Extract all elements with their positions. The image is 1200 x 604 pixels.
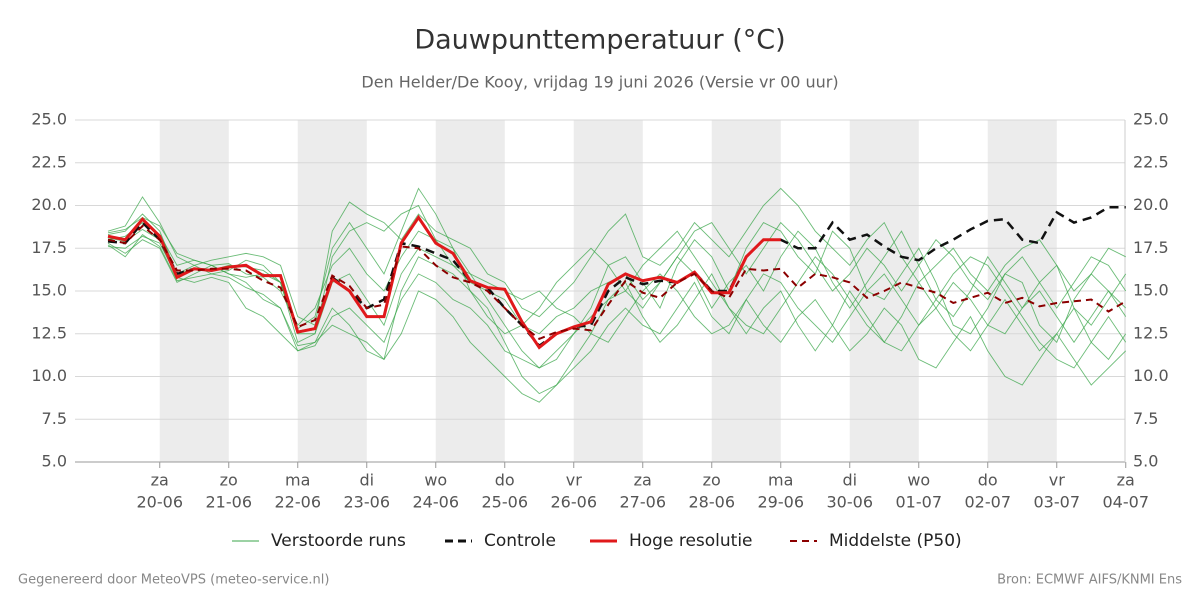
- y2-tick-label: 15.0: [1133, 281, 1169, 300]
- y-tick-label: 25.0: [31, 110, 67, 129]
- x-tick-label: wo: [424, 471, 447, 490]
- x-tick-label: 02-07: [965, 493, 1012, 512]
- footer-source: Bron: ECMWF AIFS/KNMI Ens: [997, 573, 1182, 588]
- ensemble-line: [107, 187, 1126, 326]
- y-tick-label: 17.5: [31, 238, 67, 257]
- y2-tick-label: 17.5: [1133, 238, 1169, 257]
- ensemble-line: [107, 230, 1127, 395]
- x-tick-label: 30-06: [827, 493, 874, 512]
- x-tick-label: zo: [703, 471, 721, 490]
- x-tick-label: zo: [220, 471, 238, 490]
- x-tick-label: 20-06: [137, 493, 184, 512]
- y-tick-label: 12.5: [31, 323, 67, 342]
- x-tick-label: za: [1117, 471, 1135, 490]
- y2-tick-label: 5.0: [1133, 452, 1158, 471]
- x-tick-label: ma: [285, 471, 310, 490]
- y2-tick-label: 12.5: [1133, 323, 1169, 342]
- x-tick-label: ma: [768, 471, 793, 490]
- y-tick-label: 7.5: [42, 409, 67, 428]
- x-tick-label: 23-06: [344, 493, 391, 512]
- series-line: [107, 214, 781, 350]
- y2-tick-label: 20.0: [1133, 195, 1169, 214]
- ensemble-line: [107, 235, 1127, 403]
- y-tick-label: 10.0: [31, 366, 67, 385]
- x-tick-label: 01-07: [896, 493, 943, 512]
- x-tick-label: 24-06: [413, 493, 460, 512]
- x-tick-label: vr: [566, 471, 582, 490]
- x-tick-label: di: [842, 471, 857, 490]
- x-tick-label: di: [359, 471, 374, 490]
- y-tick-label: 22.5: [31, 152, 67, 171]
- ensemble-line: [107, 204, 1127, 369]
- x-tick-label: vr: [1049, 471, 1065, 490]
- y2-tick-label: 25.0: [1133, 110, 1169, 129]
- y-tick-label: 20.0: [31, 195, 67, 214]
- y2-tick-label: 10.0: [1133, 366, 1169, 385]
- legend-label: Middelste (P50): [829, 531, 962, 551]
- x-tick-label: 04-07: [1103, 493, 1150, 512]
- legend-label: Verstoorde runs: [271, 531, 406, 551]
- x-tick-label: 25-06: [482, 493, 529, 512]
- legend-label: Hoge resolutie: [629, 531, 753, 551]
- x-tick-label: 29-06: [758, 493, 805, 512]
- y2-tick-label: 7.5: [1133, 409, 1158, 428]
- x-tick-label: 03-07: [1034, 493, 1081, 512]
- y2-tick-label: 22.5: [1133, 152, 1169, 171]
- series-line: [107, 224, 1127, 341]
- y-tick-label: 15.0: [31, 281, 67, 300]
- x-tick-label: do: [495, 471, 515, 490]
- x-tick-label: do: [978, 471, 998, 490]
- chart-title: Dauwpunttemperatuur (°C): [414, 25, 785, 56]
- x-tick-label: za: [151, 471, 169, 490]
- legend-label: Controle: [484, 531, 556, 551]
- footer-credit: Gegenereerd door MeteoVPS (meteo-service…: [18, 573, 329, 588]
- ensemble-line: [107, 228, 1127, 344]
- chart-subtitle: Den Helder/De Kooy, vrijdag 19 juni 2026…: [361, 73, 838, 92]
- x-tick-label: 21-06: [206, 493, 253, 512]
- x-tick-label: 26-06: [551, 493, 598, 512]
- y-tick-label: 5.0: [42, 452, 67, 471]
- x-tick-label: 27-06: [620, 493, 667, 512]
- x-tick-label: 22-06: [275, 493, 322, 512]
- x-tick-label: 28-06: [689, 493, 736, 512]
- x-tick-label: wo: [907, 471, 930, 490]
- x-tick-label: za: [634, 471, 652, 490]
